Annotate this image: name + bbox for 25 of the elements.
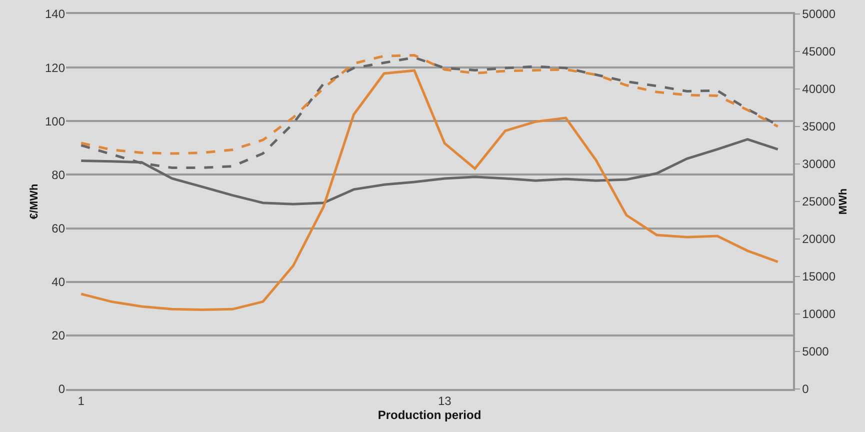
y-tick-label: 80: [52, 168, 66, 182]
y-tick-label: 120: [44, 60, 66, 75]
y2-axis-title: MWh: [838, 188, 850, 215]
y2-tick-label: 35000: [802, 120, 836, 134]
y-tick-label: 140: [44, 7, 66, 22]
y2-tick-label: 0: [802, 382, 810, 396]
y2-tick-label: 50000: [802, 7, 836, 22]
x-axis-title: Production period: [378, 408, 482, 422]
y2-tick-label: 10000: [802, 307, 836, 322]
y-axis-title: €/MWh: [28, 184, 41, 220]
y-tick-label: 0: [58, 382, 66, 396]
y-tick-label: 40: [52, 275, 66, 290]
y2-tick-label: 15000: [802, 270, 836, 284]
y2-tick-label: 20000: [802, 232, 836, 246]
x-tick-label: 1: [78, 394, 85, 408]
y2-tick-label: 40000: [802, 82, 836, 96]
y2-tick-label: 45000: [802, 44, 836, 59]
y2-tick-label: 5000: [802, 344, 830, 359]
y2-tick-label: 30000: [802, 157, 836, 172]
line-series: [80, 69, 780, 311]
y-tick-label: 60: [52, 221, 66, 236]
x-tick-label: 13: [438, 394, 452, 408]
y2-tick-label: 25000: [802, 194, 836, 209]
y-tick-label: 20: [52, 328, 66, 343]
y-tick-label: 100: [44, 114, 66, 128]
